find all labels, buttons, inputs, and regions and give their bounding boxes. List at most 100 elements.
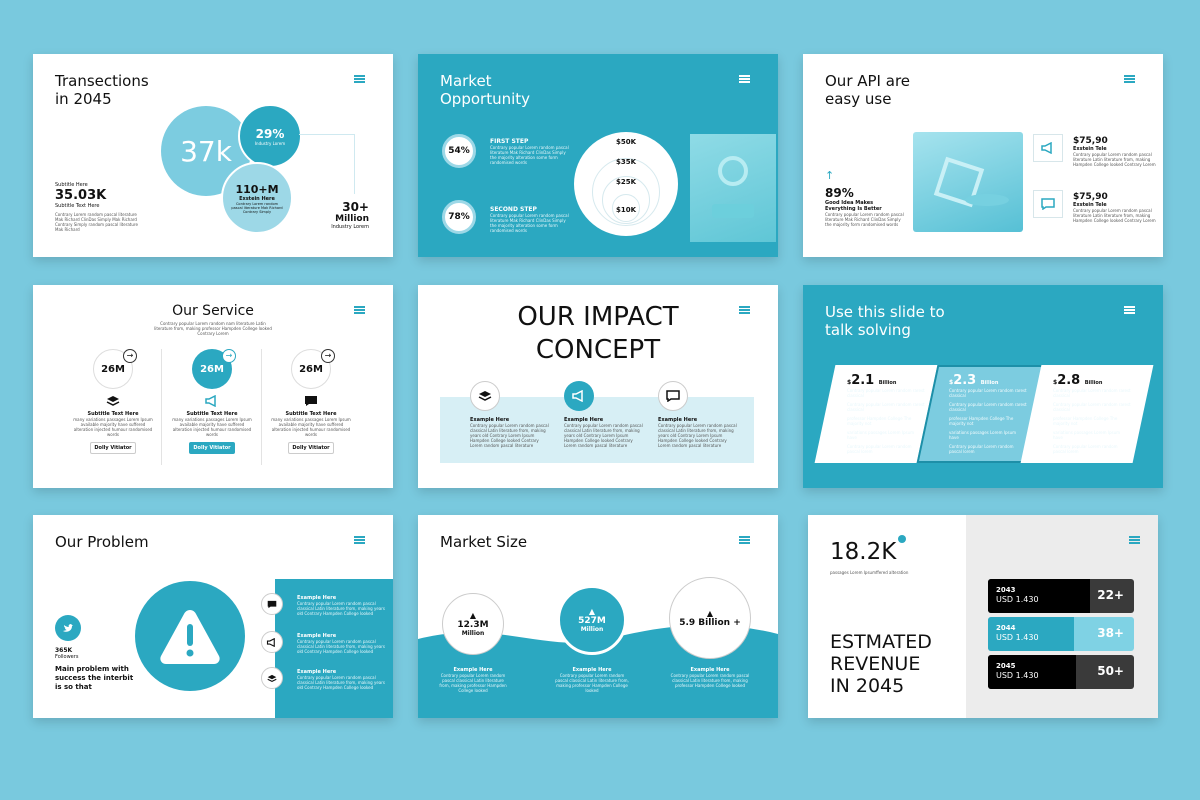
value-text: 26M	[101, 363, 125, 375]
warning-icon	[160, 610, 220, 664]
currency: $	[847, 379, 852, 386]
item-text: Contrary popular Lorem random pascal cla…	[470, 423, 549, 448]
item-price: $75,90	[1073, 136, 1108, 146]
item-text: Contrary popular Lorem random pascal cla…	[297, 675, 385, 690]
market-value: $25K	[615, 178, 637, 186]
menu-icon[interactable]	[1124, 306, 1135, 314]
menu-icon[interactable]	[354, 75, 365, 83]
card-line: variations passages Lorem Ipsum have	[847, 430, 915, 440]
service-button[interactable]: Dolly Vitiator	[189, 442, 235, 454]
service-button[interactable]: Dolly Vitiator	[90, 442, 136, 454]
step1-text: Contrary popular Lorem random pascal lit…	[490, 145, 569, 165]
menu-icon[interactable]	[739, 536, 750, 544]
title-line: IN 2045	[830, 675, 905, 697]
menu-icon[interactable]	[739, 75, 750, 83]
title-line: talk solving	[825, 321, 911, 339]
slide-market-opportunity[interactable]: Market Opportunity 54% FIRST STEP Contra…	[418, 54, 778, 257]
card-line: Contrary popular Lorem random rarest cla…	[1053, 388, 1131, 398]
slide-talk-solving[interactable]: Use this slide to talk solving $2.1 Bill…	[803, 285, 1163, 488]
teal-panel	[275, 579, 393, 718]
currency: $	[1053, 379, 1058, 386]
item-text: Contrary popular Lorem random pascal cla…	[564, 423, 643, 448]
revenue-bars: 2043 USD 1.430 22+ 2044 USD 1.430 38+ 2045 USD …	[988, 579, 1134, 693]
arrow-right-icon[interactable]: →	[123, 349, 137, 363]
revenue-bar-fill	[988, 655, 1076, 689]
twitter-icon[interactable]	[55, 615, 81, 641]
slide-title: Our Service	[172, 303, 254, 319]
menu-icon[interactable]	[1129, 536, 1140, 544]
step2-text: Contrary popular Lorem random pascal lit…	[490, 213, 569, 233]
menu-icon[interactable]	[1124, 75, 1135, 83]
right-stat-sub: Industry Lorem	[331, 224, 369, 230]
item-text: Contrary popular Lorem random pascal lit…	[1073, 152, 1156, 167]
slide-impact-concept[interactable]: OUR IMPACT CONCEPT Example Here Contrary…	[418, 285, 778, 488]
title-line: Opportunity	[440, 90, 531, 108]
service-button[interactable]: Dolly Vitiator	[288, 442, 334, 454]
market-value: $50K	[615, 138, 637, 146]
megaphone-icon	[564, 381, 594, 411]
column-title: Subtitle Text Here	[87, 411, 139, 417]
item-text: Contrary popular Lorem random pascal cla…	[297, 639, 385, 654]
card-line: Contrary popular Lorem random pascal lor…	[847, 444, 912, 454]
big-number: 18.2K	[830, 539, 897, 565]
slide-estimated-revenue[interactable]: 18.2K passages Lorem Ipsumffered alterat…	[808, 515, 1158, 718]
item-title: Example Here	[297, 669, 337, 675]
item-title: Example Here	[453, 667, 493, 673]
value-card: $2.1 Billion Contrary popular Lorem rand…	[814, 365, 948, 463]
card-line: professor Hampden College The majority n…	[1053, 416, 1118, 426]
body-text: Contrary Lorem random pascal literature …	[55, 212, 138, 232]
circle-value: 527M	[578, 616, 606, 626]
card-line: Contrary popular Lorem random pascal lor…	[949, 444, 1014, 454]
warning-circle	[135, 581, 245, 691]
slide-transections[interactable]: Transections in 2045 37k 29% Industry Lo…	[33, 54, 393, 257]
big-number-sub: passages Lorem Ipsumffered alteration	[830, 570, 909, 575]
revenue-year: 2044	[996, 624, 1016, 632]
value-text: 26M	[200, 363, 224, 375]
layers-icon	[261, 667, 283, 689]
arrow-right-icon[interactable]: →	[321, 349, 335, 363]
item-text: Contrary popular Lorem random pascal lit…	[1073, 208, 1156, 223]
item-title: Example Here	[470, 417, 510, 423]
circle-unit: Million	[580, 626, 604, 633]
revenue-bar-label: 2044 USD 1.430	[996, 623, 1039, 643]
step2-percent: 78%	[448, 212, 470, 222]
service-column: 26M → Subtitle Text Here many variations…	[271, 349, 351, 454]
slide-api[interactable]: Our API are easy use ↑ 89% Good Idea Mak…	[803, 54, 1163, 257]
slide-title: Market Size	[440, 533, 528, 551]
item-text: Contrary popular Lorem random pascal cla…	[297, 601, 385, 616]
menu-icon[interactable]	[739, 306, 750, 314]
main-problem-text: Main problem with success the interbit i…	[55, 665, 134, 691]
card-unit: Billion	[980, 380, 999, 386]
slide-our-problem[interactable]: Our Problem 365K Followers Main problem …	[33, 515, 393, 718]
slide-title: Our Problem	[55, 533, 149, 551]
stat-sub: Subtitle Text Here	[55, 203, 100, 209]
market-circle: ▲ 12.3M Million Example Here Contrary po…	[438, 593, 508, 693]
slide-our-service[interactable]: Our Service Contrary popular Lorem rando…	[33, 285, 393, 488]
revenue-value: 22+	[1097, 588, 1124, 602]
menu-icon[interactable]	[354, 536, 365, 544]
item-title: Example Here	[690, 667, 730, 673]
slide-subtitle: Contrary popular Lorem random nam litera…	[154, 321, 272, 336]
slide-market-size[interactable]: Market Size ▲ 12.3M Million Example Here…	[418, 515, 778, 718]
step2-title: SECOND STEP	[490, 206, 537, 213]
card-line: Contrary popular Lorem random rarest cla…	[949, 402, 1027, 412]
title-line: OUR IMPACT	[517, 302, 679, 332]
product-image	[913, 132, 1023, 232]
currency: $	[949, 379, 954, 386]
item-text: Contrary popular Lorem random pascal cla…	[658, 423, 737, 448]
chat-icon	[304, 395, 318, 407]
card-line: professor Hampden College The majority n…	[949, 416, 1014, 426]
card-line: Contrary popular Lorem random rarest cla…	[1053, 402, 1131, 412]
item-title: Example Here	[658, 417, 698, 423]
arrow-right-icon[interactable]: →	[222, 349, 236, 363]
revenue-bar: 2044 USD 1.430 38+	[988, 617, 1134, 651]
megaphone-icon	[1033, 134, 1063, 162]
revenue-bar-label: 2045 USD 1.430	[996, 661, 1039, 681]
triangle-up-icon: ▲	[588, 607, 596, 616]
card-line: Contrary popular Lorem random rarest cla…	[847, 402, 925, 412]
step1-title: FIRST STEP	[490, 138, 529, 145]
card-value: 2.3	[953, 373, 977, 388]
revenue-amount: USD 1.430	[996, 633, 1039, 642]
layers-icon	[106, 395, 120, 407]
menu-icon[interactable]	[354, 306, 365, 314]
